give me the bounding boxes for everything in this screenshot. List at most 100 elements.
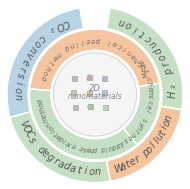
- Circle shape: [103, 105, 108, 110]
- Text: e: e: [140, 66, 147, 72]
- Text: p: p: [140, 147, 152, 159]
- Text: d: d: [100, 146, 105, 152]
- Bar: [87, 91, 92, 96]
- Text: l: l: [144, 109, 150, 113]
- Text: t: t: [53, 130, 59, 136]
- Circle shape: [104, 105, 105, 107]
- Text: m: m: [53, 50, 62, 59]
- Text: h: h: [44, 64, 51, 71]
- Bar: [102, 90, 107, 95]
- Polygon shape: [30, 29, 159, 91]
- Polygon shape: [88, 105, 93, 109]
- Text: d: d: [37, 99, 44, 104]
- Text: t: t: [124, 159, 132, 170]
- Text: 2D: 2D: [89, 84, 101, 93]
- Polygon shape: [7, 8, 83, 117]
- Circle shape: [104, 108, 105, 110]
- Bar: [72, 76, 77, 81]
- Text: t: t: [133, 128, 139, 134]
- Text: r: r: [133, 154, 142, 165]
- Text: o: o: [48, 124, 55, 131]
- Text: e: e: [40, 148, 51, 160]
- Text: o: o: [38, 102, 44, 107]
- Bar: [71, 90, 76, 95]
- Polygon shape: [107, 8, 183, 110]
- Text: n: n: [135, 124, 143, 131]
- Text: nanomaterials: nanomaterials: [68, 92, 122, 101]
- Text: o: o: [124, 19, 134, 31]
- Circle shape: [103, 107, 104, 108]
- Polygon shape: [30, 89, 137, 160]
- Text: e: e: [41, 112, 48, 118]
- Text: d: d: [153, 45, 164, 56]
- Text: n: n: [126, 48, 133, 56]
- Polygon shape: [10, 112, 110, 182]
- Text: e: e: [126, 133, 133, 141]
- Polygon shape: [87, 74, 92, 79]
- Text: s: s: [140, 116, 147, 122]
- Text: h: h: [39, 105, 45, 111]
- Text: O: O: [54, 19, 65, 32]
- Bar: [73, 105, 78, 110]
- Text: o: o: [144, 144, 155, 155]
- Text: ₂: ₂: [167, 84, 177, 89]
- Text: a: a: [68, 163, 77, 174]
- Text: n: n: [163, 113, 175, 122]
- Text: r: r: [51, 156, 60, 167]
- Text: i: i: [105, 145, 108, 151]
- Text: i: i: [122, 46, 127, 52]
- Text: m: m: [42, 114, 50, 123]
- Text: l: l: [108, 39, 111, 45]
- Text: s: s: [115, 141, 121, 148]
- Text: o: o: [31, 38, 42, 49]
- Text: C: C: [61, 17, 71, 29]
- Circle shape: [106, 107, 108, 108]
- Text: u: u: [148, 38, 159, 49]
- Text: o: o: [161, 118, 173, 127]
- Text: C: C: [23, 129, 35, 140]
- Text: s: s: [82, 145, 87, 152]
- Text: p: p: [96, 37, 101, 43]
- Bar: [102, 76, 107, 81]
- Bar: [103, 105, 108, 110]
- Text: p: p: [93, 146, 98, 152]
- Text: e: e: [19, 57, 31, 67]
- Text: i: i: [132, 24, 139, 33]
- Text: a: a: [112, 40, 118, 47]
- Text: e: e: [91, 37, 95, 43]
- Text: x: x: [68, 140, 74, 147]
- Text: i: i: [62, 137, 67, 143]
- Text: e: e: [85, 37, 90, 43]
- Text: o: o: [157, 52, 169, 62]
- Text: h: h: [145, 81, 152, 87]
- Text: n: n: [94, 167, 101, 177]
- Text: o: o: [41, 69, 48, 75]
- Text: s: s: [14, 72, 25, 79]
- Text: a: a: [56, 158, 66, 170]
- Text: a: a: [130, 52, 137, 59]
- Text: g: g: [45, 152, 56, 164]
- Text: t: t: [40, 110, 46, 114]
- Text: i: i: [160, 124, 170, 131]
- Circle shape: [105, 105, 107, 107]
- Text: e: e: [78, 144, 84, 151]
- Text: c: c: [143, 33, 154, 44]
- Text: i: i: [147, 96, 153, 98]
- Text: a: a: [55, 132, 62, 139]
- Text: p: p: [163, 67, 175, 76]
- Text: d: d: [62, 161, 72, 173]
- Text: e: e: [146, 86, 153, 91]
- Text: t: t: [157, 128, 168, 136]
- Text: e: e: [139, 64, 146, 70]
- Text: c: c: [144, 77, 151, 82]
- Text: d: d: [39, 75, 46, 81]
- Text: W: W: [112, 162, 124, 175]
- Text: i: i: [75, 40, 79, 46]
- Text: n: n: [13, 94, 23, 100]
- Text: r: r: [161, 60, 172, 68]
- Text: n: n: [68, 41, 75, 49]
- Text: n: n: [46, 121, 53, 128]
- Circle shape: [53, 53, 137, 136]
- Text: e: e: [128, 156, 138, 168]
- Text: u: u: [154, 132, 166, 142]
